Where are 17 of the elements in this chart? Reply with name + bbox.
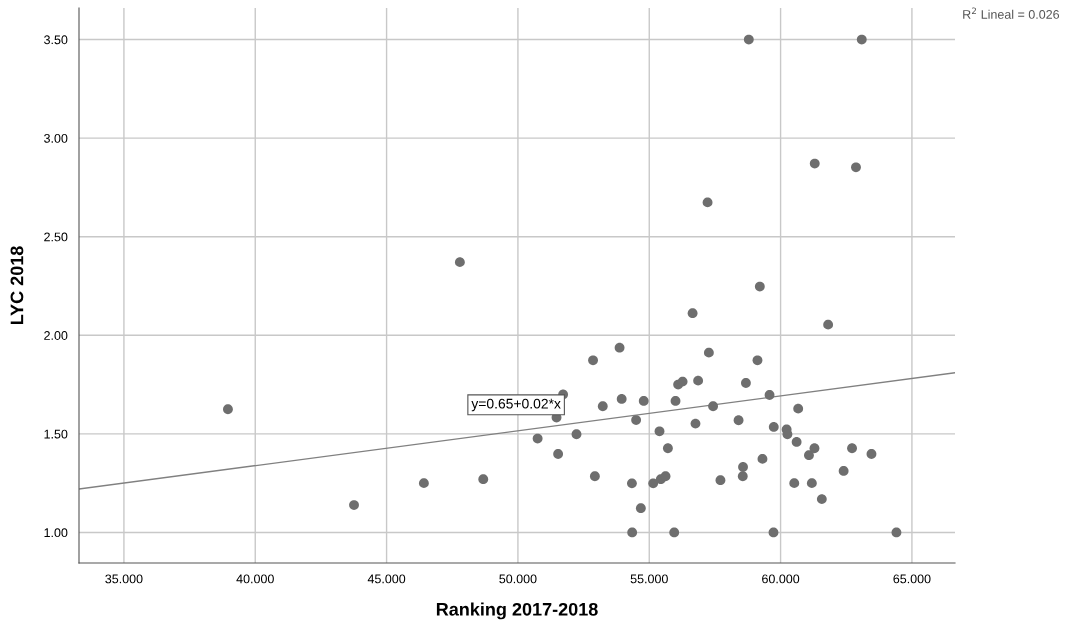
x-tick-label: 40.000 <box>236 574 274 584</box>
y-tick-label: 2.00 <box>44 331 68 340</box>
text: R$^{2}$ Lineal = 0.026 <box>963 7 1060 19</box>
y-tick-label: 3.50 <box>44 35 68 45</box>
y-tick-label: 2.50 <box>44 232 68 242</box>
x-tick-label: 60.000 <box>762 574 800 584</box>
y-tick-label: 1.50 <box>44 429 68 439</box>
x-tick-label: 35.000 <box>105 574 143 584</box>
x-axis-title: Ranking 2017-2018 <box>436 602 598 620</box>
y-tick-label: 1.00 <box>44 528 68 538</box>
x-tick-label: 50.000 <box>499 574 537 584</box>
x-tick-label: 65.000 <box>893 574 931 584</box>
y-axis-title: LYC 2018 <box>10 246 24 325</box>
x-tick-label: 45.000 <box>367 574 406 584</box>
y-tick-label: 3.00 <box>44 133 68 143</box>
x-tick-label: 55.000 <box>630 574 668 584</box>
annotation: y=0.65+0.02*x <box>471 398 561 412</box>
